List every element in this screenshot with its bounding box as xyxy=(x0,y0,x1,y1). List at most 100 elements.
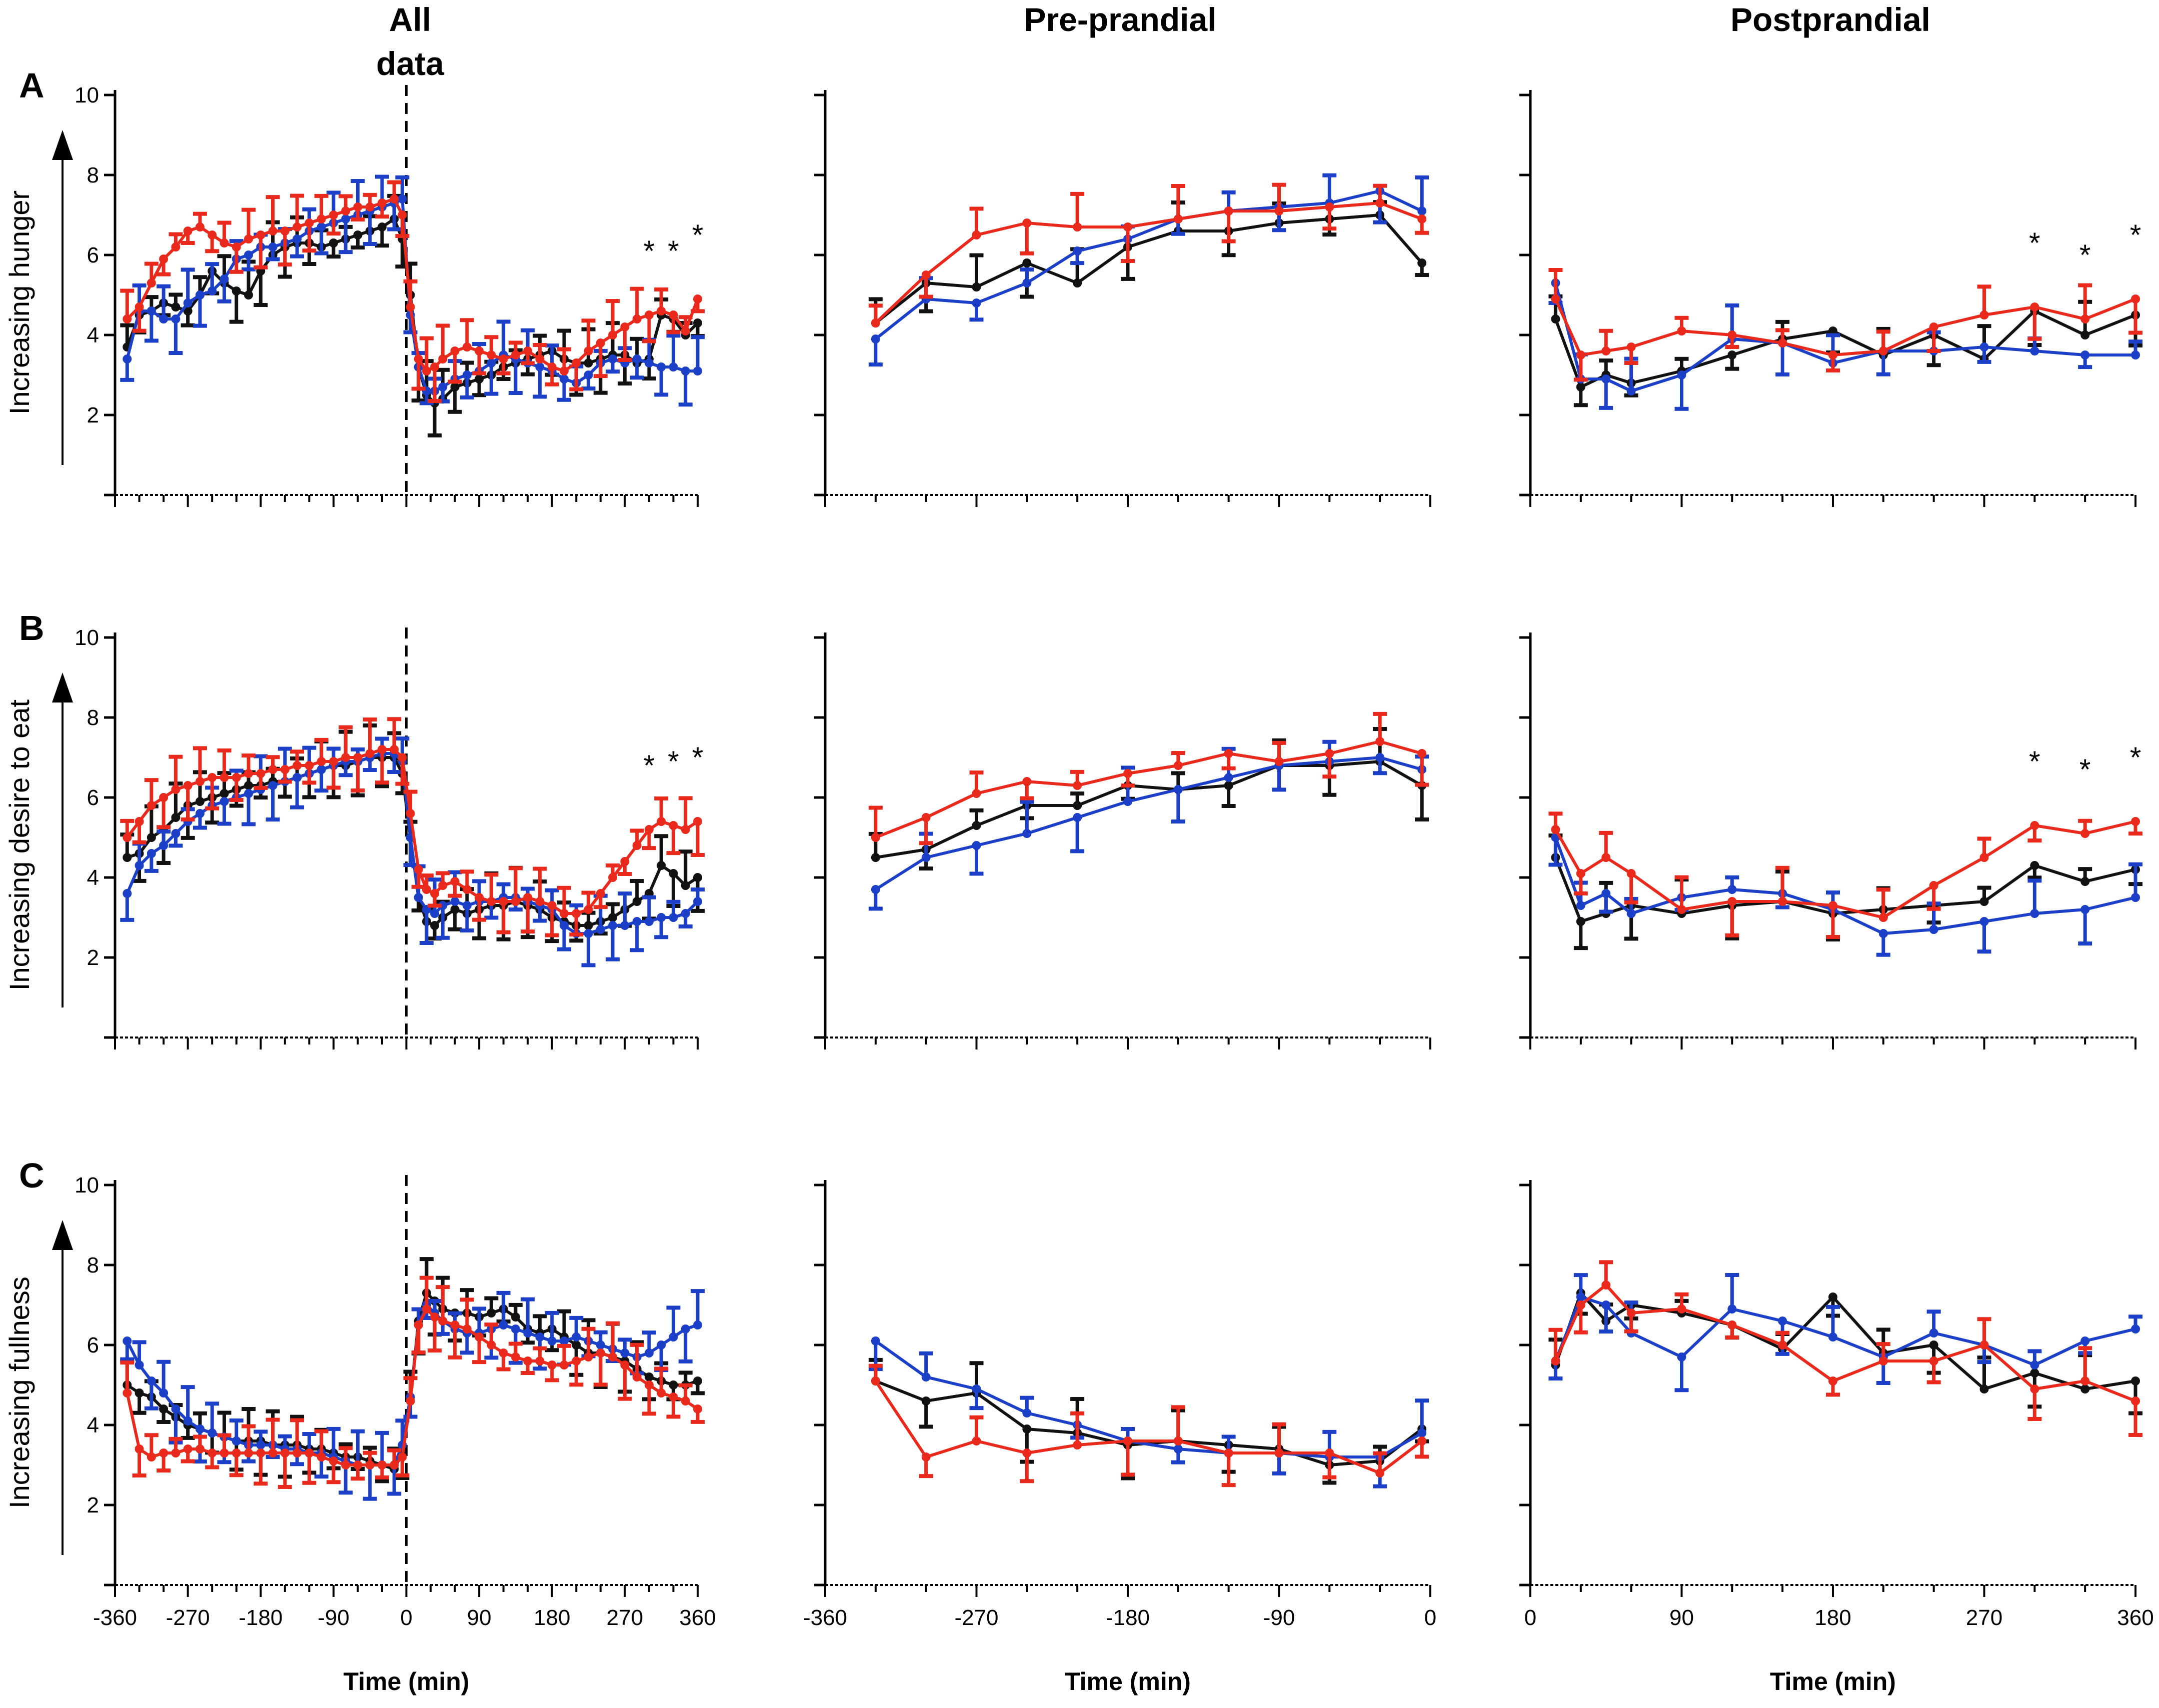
data-point xyxy=(523,346,533,356)
data-point xyxy=(2080,1376,2090,1386)
data-point xyxy=(1073,801,1082,810)
data-point xyxy=(1123,1436,1132,1446)
data-point xyxy=(1778,1316,1787,1326)
data-point xyxy=(256,1448,266,1458)
x-tick-label: -270 xyxy=(954,1606,998,1630)
data-point xyxy=(450,905,460,914)
data-point xyxy=(123,1336,132,1346)
data-point xyxy=(584,358,593,368)
data-point xyxy=(499,1320,508,1330)
data-point xyxy=(572,1332,581,1342)
data-point xyxy=(487,1340,496,1350)
data-point xyxy=(681,366,690,376)
data-point xyxy=(353,1460,363,1470)
data-point xyxy=(2080,905,2090,914)
data-point xyxy=(147,1452,156,1462)
data-point xyxy=(1727,1320,1737,1330)
series-black xyxy=(1548,834,2142,950)
data-point xyxy=(584,929,593,938)
data-point xyxy=(2080,330,2090,340)
data-point xyxy=(147,1376,156,1386)
arrow-up-icon xyxy=(52,1220,73,1250)
data-point xyxy=(871,885,880,894)
data-point xyxy=(406,809,415,818)
series-line xyxy=(1554,836,2136,935)
data-point xyxy=(317,222,326,232)
data-point xyxy=(620,1348,630,1358)
data-point xyxy=(1828,1292,1837,1302)
data-point xyxy=(1727,897,1737,906)
data-point xyxy=(1601,374,1611,384)
data-point xyxy=(1123,797,1132,806)
data-point xyxy=(293,761,302,770)
data-point xyxy=(244,769,253,778)
series-line xyxy=(875,756,1423,891)
data-point xyxy=(280,765,290,774)
data-point xyxy=(1778,897,1787,906)
data-point xyxy=(1551,1356,1560,1366)
y-tick-label: 4 xyxy=(87,1413,99,1438)
data-point xyxy=(871,833,880,842)
data-point xyxy=(1601,1280,1611,1290)
series-line xyxy=(874,202,1423,324)
data-point xyxy=(406,1396,415,1406)
data-point xyxy=(1022,278,1032,288)
data-point xyxy=(972,1384,981,1394)
data-point xyxy=(1123,769,1132,778)
data-point xyxy=(1929,322,1938,332)
data-point xyxy=(329,757,338,766)
data-point xyxy=(1173,1436,1183,1446)
data-point xyxy=(147,833,156,842)
data-point xyxy=(972,282,981,292)
data-point xyxy=(1375,198,1385,208)
data-point xyxy=(159,793,169,802)
x-tick-label: 0 xyxy=(1424,1606,1436,1630)
data-point xyxy=(208,1448,217,1458)
panel-B-2: * * * xyxy=(1519,632,2142,1050)
data-point xyxy=(450,346,460,356)
data-point xyxy=(547,1336,557,1346)
data-point xyxy=(438,881,448,890)
series-red xyxy=(1548,268,2142,382)
data-point xyxy=(681,1324,690,1334)
series-red xyxy=(120,180,705,403)
data-point xyxy=(398,210,407,220)
data-point xyxy=(353,230,363,240)
data-point xyxy=(1929,881,1938,890)
data-point xyxy=(972,821,981,830)
data-point xyxy=(487,1308,496,1318)
x-axis-title: Time (min) xyxy=(1065,1668,1191,1696)
data-point xyxy=(305,761,314,770)
series-red xyxy=(868,182,1429,328)
data-point xyxy=(195,222,205,232)
data-point xyxy=(693,817,702,826)
data-point xyxy=(921,1452,931,1462)
data-point xyxy=(414,865,423,874)
data-point xyxy=(560,1336,569,1346)
data-point xyxy=(657,913,666,922)
data-point xyxy=(1828,1332,1837,1342)
series-line xyxy=(874,190,1423,340)
data-point xyxy=(1677,905,1686,914)
x-tick-label: 0 xyxy=(1524,1606,1536,1630)
data-point xyxy=(1626,386,1636,396)
data-point xyxy=(511,1312,520,1322)
significance-asterisk: * xyxy=(668,235,679,268)
data-point xyxy=(1929,1356,1938,1366)
series-blue xyxy=(120,736,705,968)
data-point xyxy=(596,1340,605,1350)
data-point xyxy=(341,1460,351,1470)
data-point xyxy=(1417,214,1427,224)
y-tick-label: 8 xyxy=(87,163,99,188)
data-point xyxy=(293,234,302,244)
data-point xyxy=(135,861,144,870)
data-point xyxy=(462,901,472,910)
data-point xyxy=(450,877,460,886)
data-point xyxy=(1073,1440,1082,1450)
data-point xyxy=(244,789,253,798)
data-point xyxy=(2030,1368,2039,1378)
data-point xyxy=(1626,909,1636,918)
data-point xyxy=(208,1428,217,1438)
data-point xyxy=(693,366,702,376)
significance-asterisk: * xyxy=(644,750,655,782)
